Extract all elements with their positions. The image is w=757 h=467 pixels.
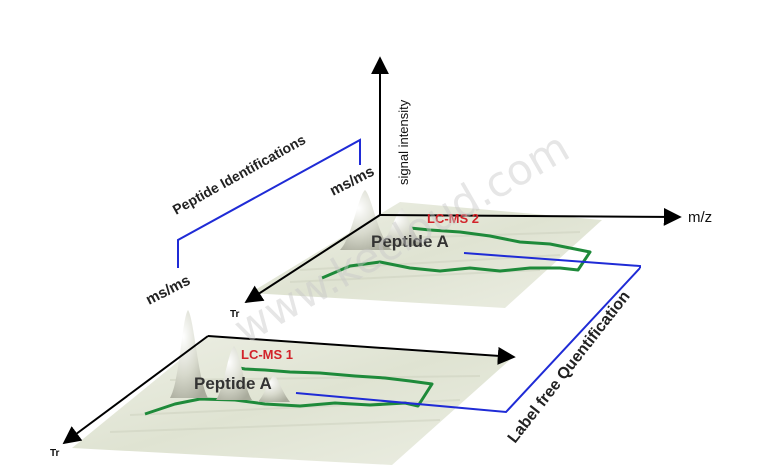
bottom-panel: Tr LC-MS 1 Peptide A xyxy=(50,310,516,465)
bottom-tr-label: Tr xyxy=(50,448,60,459)
top-panel: signal intensity m/z Tr LC-MS 2 Peptide … xyxy=(230,56,712,320)
top-peak-main xyxy=(340,190,392,250)
bottom-peptide-label: Peptide A xyxy=(194,374,272,393)
top-peak-secondary xyxy=(380,208,424,246)
top-plane xyxy=(250,202,602,308)
top-green-trace xyxy=(321,224,592,280)
bottom-panel-title: LC-MS 1 xyxy=(241,347,293,362)
mz-axis xyxy=(379,207,682,226)
top-tr-label: Tr xyxy=(230,309,240,320)
mz-axis-label: m/z xyxy=(688,209,712,226)
top-peptide-label: Peptide A xyxy=(371,232,449,251)
quantification-label: Label free Quentification xyxy=(505,288,634,446)
msms-left-label: ms/ms xyxy=(143,272,193,309)
quantification-connector xyxy=(295,267,641,414)
quantification-connector-top xyxy=(463,252,641,268)
top-tr-axis xyxy=(244,214,381,303)
msms-right-label: ms/ms xyxy=(327,163,377,200)
peptide-identifications-label: Peptide Identifications xyxy=(170,131,309,218)
bottom-peak-secondary xyxy=(216,346,252,400)
bottom-peak-main xyxy=(170,310,208,398)
bottom-mz-axis xyxy=(207,335,516,365)
signal-intensity-label: signal intensity xyxy=(396,99,411,185)
bottom-tr-axis xyxy=(62,335,209,445)
identification-bracket xyxy=(177,138,361,268)
bottom-peak-small xyxy=(258,375,290,402)
top-panel-title: LC-MS 2 xyxy=(427,211,479,226)
